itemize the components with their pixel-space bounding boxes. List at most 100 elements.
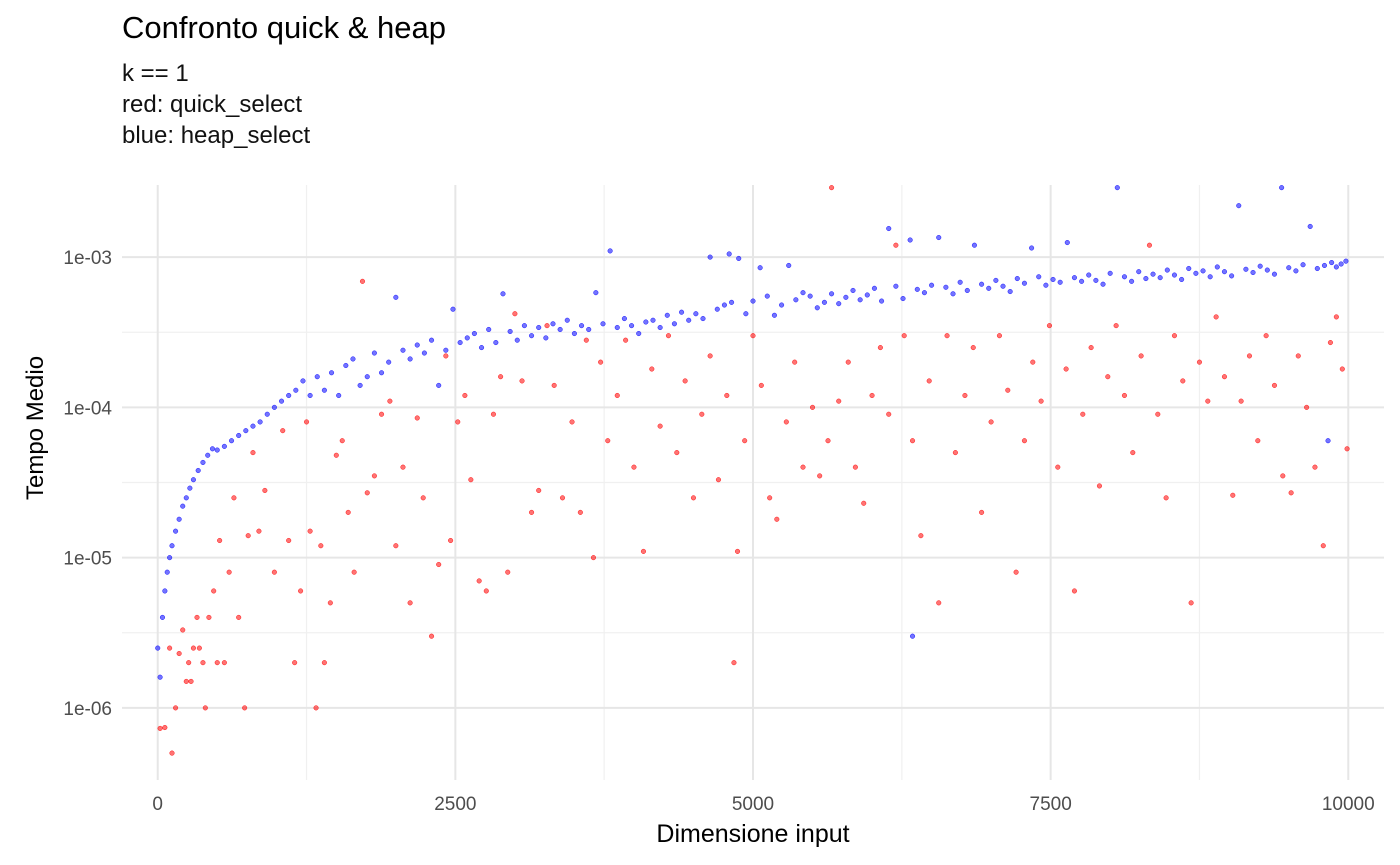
chart-subtitle-line-2: red: quick_select [122,91,303,118]
data-point-quick_select [682,378,688,384]
data-point-heap_select [471,330,477,337]
data-point-heap_select [173,528,179,534]
data-point-quick_select [1344,446,1350,452]
data-point-quick_select [214,660,220,666]
data-point-heap_select [209,446,216,452]
data-point-heap_select [1250,269,1256,276]
data-point-quick_select [1005,387,1011,393]
data-point-quick_select [157,725,163,731]
data-point-quick_select [505,569,511,575]
data-point-heap_select [205,452,211,458]
data-point-quick_select [758,382,764,388]
data-point-quick_select [420,495,426,501]
data-point-quick_select [1121,392,1128,399]
data-point-quick_select [631,464,637,470]
data-point-heap_select [1325,438,1331,444]
data-point-heap_select [950,291,956,297]
data-point-heap_select [586,326,592,333]
data-point-quick_select [944,333,950,339]
data-point-quick_select [1196,359,1203,365]
data-point-quick_select [271,569,277,575]
data-point-heap_select [1307,223,1313,230]
y-axis-label: Tempo Medio [22,355,49,500]
data-point-quick_select [551,382,557,388]
data-point-quick_select [1038,398,1044,404]
data-point-quick_select [590,555,597,561]
data-point-heap_select [250,423,256,429]
data-point-heap_select [857,297,863,303]
data-point-quick_select [245,533,251,539]
data-point-heap_select [1333,264,1339,270]
data-point-quick_select [724,392,730,399]
data-point-heap_select [1229,273,1235,279]
data-point-heap_select [1179,276,1185,283]
data-point-quick_select [359,278,366,284]
data-point-quick_select [1180,378,1186,384]
data-point-heap_select [979,281,985,287]
data-point-quick_select [988,419,994,425]
data-point-heap_select [814,305,820,311]
data-point-heap_select [807,293,813,299]
data-point-heap_select [636,330,642,337]
series-heap-select [155,185,1349,680]
data-point-heap_select [1121,274,1128,280]
data-point-heap_select [1243,266,1249,272]
data-point-heap_select [450,306,456,312]
data-point-quick_select [1295,353,1301,359]
data-point-quick_select [649,366,655,372]
data-point-quick_select [1130,450,1136,456]
data-point-quick_select [292,660,298,666]
data-point-heap_select [321,387,327,393]
data-point-quick_select [605,438,611,444]
data-point-heap_select [700,316,706,322]
data-point-heap_select [764,293,770,299]
data-point-heap_select [900,295,906,302]
data-point-heap_select [829,291,835,297]
data-point-quick_select [321,660,327,666]
data-point-quick_select [407,600,413,606]
data-point-quick_select [1312,464,1318,470]
data-point-quick_select [436,561,442,568]
data-point-heap_select [436,382,442,388]
data-point-heap_select [1057,279,1063,285]
data-point-heap_select [236,432,242,439]
data-point-heap_select [643,319,649,325]
data-point-heap_select [1107,270,1113,276]
data-point-heap_select [1264,267,1270,273]
data-point-heap_select [486,326,492,333]
data-point-heap_select [679,309,685,315]
data-point-heap_select [650,317,656,323]
data-point-quick_select [236,614,242,620]
data-point-quick_select [1021,438,1027,444]
data-point-heap_select [169,543,175,549]
data-point-quick_select [1080,411,1086,417]
data-point-heap_select [1214,264,1220,270]
data-point-heap_select [1036,274,1042,280]
data-point-quick_select [996,333,1002,339]
data-point-heap_select [1286,265,1292,271]
data-point-quick_select [715,477,722,483]
data-point-quick_select [448,537,454,544]
chart-subtitle-line-1: k == 1 [122,60,189,87]
data-point-heap_select [1143,276,1149,282]
y-tick-label: 1e-04 [63,398,112,419]
data-point-quick_select [774,516,780,522]
data-point-heap_select [550,321,556,327]
data-point-quick_select [1088,345,1094,351]
data-point-quick_select [298,588,304,594]
chart-title: Confronto quick & heap [122,10,446,45]
data-point-heap_select [200,459,206,465]
data-point-heap_select [1157,275,1163,281]
data-point-quick_select [979,509,985,515]
data-point-heap_select [607,248,613,254]
data-point-quick_select [598,359,604,365]
data-point-quick_select [200,660,206,666]
data-point-quick_select [333,452,339,458]
data-point-heap_select [162,588,168,594]
data-point-quick_select [1138,353,1144,359]
data-point-quick_select [529,509,535,515]
data-point-heap_select [936,234,942,241]
data-point-heap_select [707,254,713,260]
